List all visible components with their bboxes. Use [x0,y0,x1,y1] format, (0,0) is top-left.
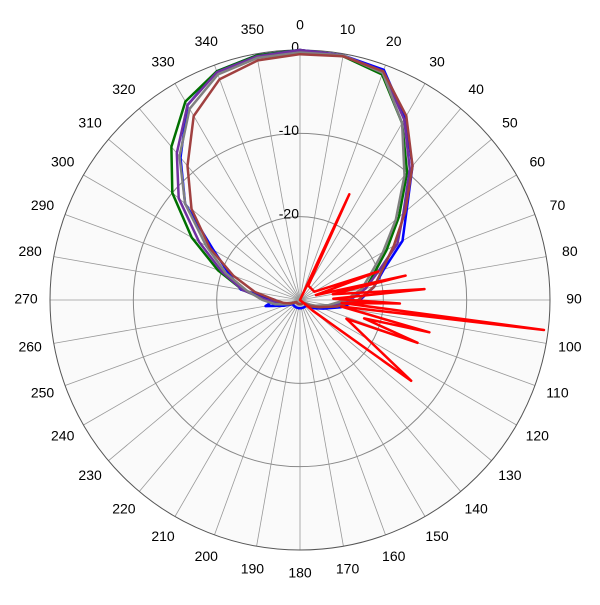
angle-tick-label: 160 [382,548,406,564]
angle-tick-label: 290 [31,197,55,213]
angle-tick-label: 130 [498,467,522,483]
angle-tick-label: 150 [425,528,449,544]
pattern-line [298,193,546,383]
angle-grid-line [138,299,301,492]
angle-grid-line [299,299,426,517]
angle-grid-line [299,53,344,301]
angle-tick-label: 250 [31,384,55,400]
angle-tick-label: 140 [464,501,488,517]
angle-tick-label: 10 [340,21,356,37]
angle-tick-label: 120 [526,428,550,444]
pattern-line [179,48,414,310]
radial-grid-circle [132,132,468,468]
angle-grid-line [64,214,301,301]
angle-tick-label: 260 [18,338,42,354]
angle-tick-label: 170 [336,561,360,577]
angle-tick-label: 110 [546,384,569,400]
angle-tick-label: 90 [566,291,582,307]
angle-tick-label: 340 [195,33,219,49]
angle-tick-label: 30 [429,53,445,69]
angle-grid-line [299,299,492,462]
angle-grid-line [256,299,301,547]
angle-grid-line [64,299,301,386]
angle-grid-line [299,64,386,301]
angle-tick-label: 200 [195,548,219,564]
angle-grid-line [83,299,301,426]
angle-grid-line [299,174,517,301]
angle-tick-label: 210 [151,528,175,544]
angle-grid-line [299,299,462,492]
angle-grid-line [299,299,344,547]
angle-grid-line [108,138,301,301]
radial-tick-label: -10 [279,122,299,138]
pattern-line [186,52,414,309]
angle-tick-label: 70 [550,197,566,213]
radial-tick-label: 0 [291,39,299,55]
angle-grid-line [299,299,386,536]
angle-grid-line [53,299,301,344]
angle-tick-label: 320 [112,81,136,97]
angle-tick-label: 50 [502,115,518,131]
angle-tick-label: 310 [78,115,102,131]
radial-grid-circle [216,216,384,384]
angle-grid-line [174,299,301,517]
angle-tick-label: 270 [14,291,38,307]
angle-grid-line [214,299,301,536]
angle-tick-label: 350 [241,21,265,37]
angle-tick-label: 230 [78,467,102,483]
angle-tick-label: 100 [558,338,582,354]
angle-tick-label: 240 [51,428,75,444]
angle-tick-label: 220 [112,501,136,517]
angle-tick-label: 180 [288,565,312,581]
angle-grid-line [256,53,301,301]
angle-tick-label: 0 [296,17,304,33]
angle-tick-label: 280 [18,243,42,259]
angle-tick-label: 190 [241,561,265,577]
angle-tick-label: 300 [51,154,75,170]
angle-grid-line [214,64,301,301]
angle-grid-line [174,83,301,301]
angle-tick-label: 20 [386,33,402,49]
angle-grid-line [299,108,462,301]
radial-tick-label: -20 [279,205,299,221]
angle-grid-line [138,108,301,301]
angle-tick-label: 60 [530,154,546,170]
angle-tick-label: 40 [468,81,484,97]
angle-tick-label: 80 [562,243,578,259]
angle-tick-label: 330 [151,53,175,69]
angle-grid-line [299,299,517,426]
angle-grid-line [108,299,301,462]
